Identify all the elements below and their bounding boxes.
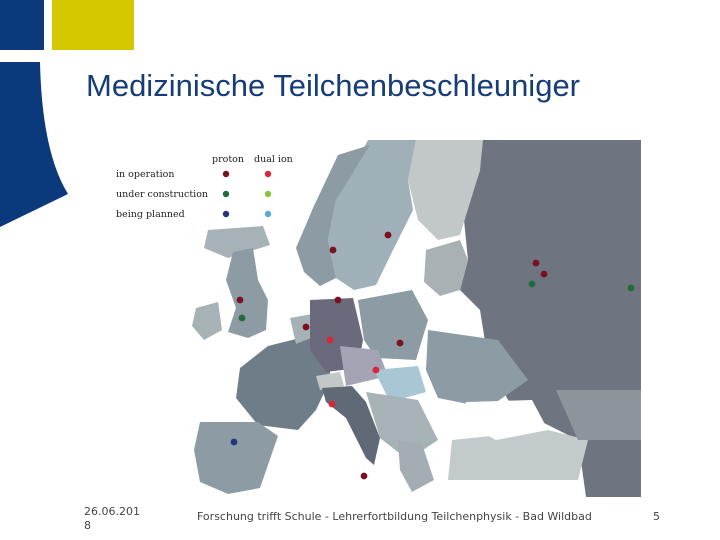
legend-row-label: being planned bbox=[116, 209, 185, 220]
facility-marker bbox=[528, 280, 536, 288]
brand-blue-block bbox=[0, 0, 44, 50]
czech-austria-region bbox=[340, 346, 388, 386]
legend-column-label: dual ion bbox=[254, 154, 293, 165]
baltics-region bbox=[424, 240, 468, 296]
facility-marker bbox=[396, 339, 404, 347]
legend-column-label: proton bbox=[212, 154, 244, 165]
facility-marker bbox=[627, 284, 635, 292]
facility-marker bbox=[326, 336, 334, 344]
scandinavia-region bbox=[328, 140, 416, 290]
europe-accelerator-map: proton dual ion in operation under construc… bbox=[108, 140, 641, 497]
facility-marker bbox=[236, 296, 244, 304]
ireland-region bbox=[192, 302, 222, 340]
norway-region bbox=[296, 145, 370, 286]
brand-yellow-block bbox=[52, 0, 134, 50]
turkey-region bbox=[448, 430, 588, 480]
facility-marker bbox=[334, 296, 342, 304]
finland-region bbox=[408, 140, 483, 240]
legend-swatch bbox=[264, 190, 272, 198]
facility-marker bbox=[329, 246, 337, 254]
facility-marker bbox=[302, 323, 310, 331]
page-number: 5 bbox=[653, 510, 660, 523]
facility-marker bbox=[384, 231, 392, 239]
legend-swatch bbox=[222, 190, 230, 198]
legend-swatch bbox=[222, 210, 230, 218]
facility-marker bbox=[372, 366, 380, 374]
ukraine-region bbox=[426, 330, 528, 408]
greece-region bbox=[398, 440, 434, 492]
benelux-region bbox=[290, 314, 316, 344]
france-region bbox=[236, 336, 330, 430]
map-graphic: proton dual ion in operation under construc… bbox=[108, 140, 641, 497]
facility-marker bbox=[238, 314, 246, 322]
facility-marker bbox=[360, 472, 368, 480]
legend-swatch bbox=[264, 210, 272, 218]
black-sea bbox=[462, 400, 548, 440]
facility-marker bbox=[540, 270, 548, 278]
balkans-region bbox=[366, 392, 438, 460]
facility-marker bbox=[532, 259, 540, 267]
legend-row-label: under construction bbox=[116, 189, 208, 200]
kazakhstan-region bbox=[556, 390, 641, 440]
italy-region bbox=[322, 386, 380, 465]
legend-swatch bbox=[222, 170, 230, 178]
brand-blue-swoosh bbox=[0, 62, 68, 227]
iberia-region bbox=[194, 422, 278, 494]
legend-row-label: in operation bbox=[116, 169, 175, 180]
facility-marker bbox=[328, 400, 336, 408]
map-legend: proton dual ion in operation under construc… bbox=[116, 154, 293, 220]
poland-region bbox=[358, 290, 428, 360]
hungary-region bbox=[374, 366, 426, 402]
legend-swatch bbox=[264, 170, 272, 178]
facility-marker bbox=[230, 438, 238, 446]
slide-title: Medizinische Teilchenbeschleuniger bbox=[86, 68, 581, 103]
footer-date: 26.06.2018 bbox=[84, 505, 140, 532]
iceland-region bbox=[204, 226, 270, 258]
footer-text: Forschung trifft Schule - Lehrerfortbild… bbox=[197, 510, 592, 523]
uk-region bbox=[226, 248, 268, 338]
switzerland-region bbox=[316, 372, 344, 390]
facility-markers bbox=[230, 231, 635, 480]
